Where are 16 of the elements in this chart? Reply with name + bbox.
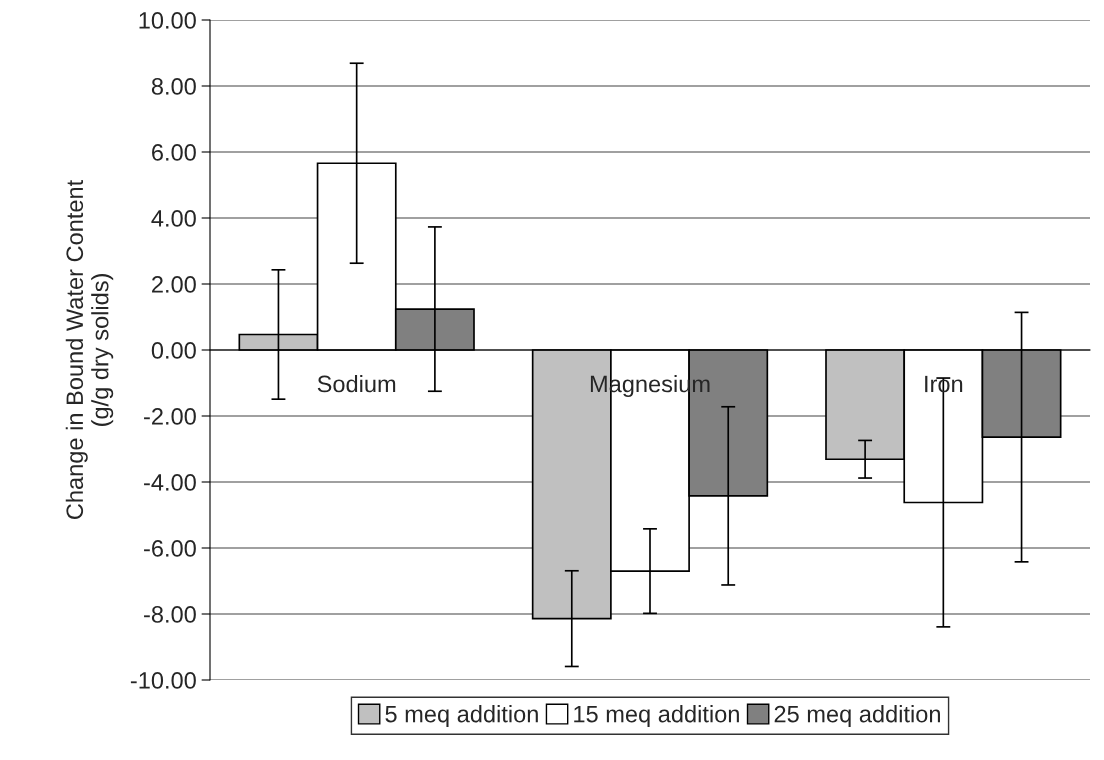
y-tick-label: 0.00 — [151, 342, 196, 359]
y-axis-title: Change in Bound Water Content (g/g dry solids) — [65, 179, 114, 519]
y-tick-label: -8.00 — [144, 606, 196, 623]
legend-label: 15 meq addition — [574, 705, 739, 728]
y-tick-label: 4.00 — [151, 210, 196, 227]
legend-label: 25 meq addition — [774, 705, 940, 728]
y-tick-label: 10.00 — [139, 12, 196, 29]
y-tick-label: -10.00 — [130, 672, 196, 689]
y-tick-label: -6.00 — [144, 540, 196, 557]
y-tick-label: -2.00 — [144, 408, 196, 425]
y-tick-label: 8.00 — [151, 78, 196, 95]
y-tick-label: -4.00 — [144, 474, 196, 491]
y-tick-label: 2.00 — [152, 276, 196, 293]
x-tick-label: Sodium — [317, 375, 396, 393]
legend-label: 5 meq addition — [385, 705, 538, 728]
y-tick-label: 6.00 — [152, 144, 196, 161]
